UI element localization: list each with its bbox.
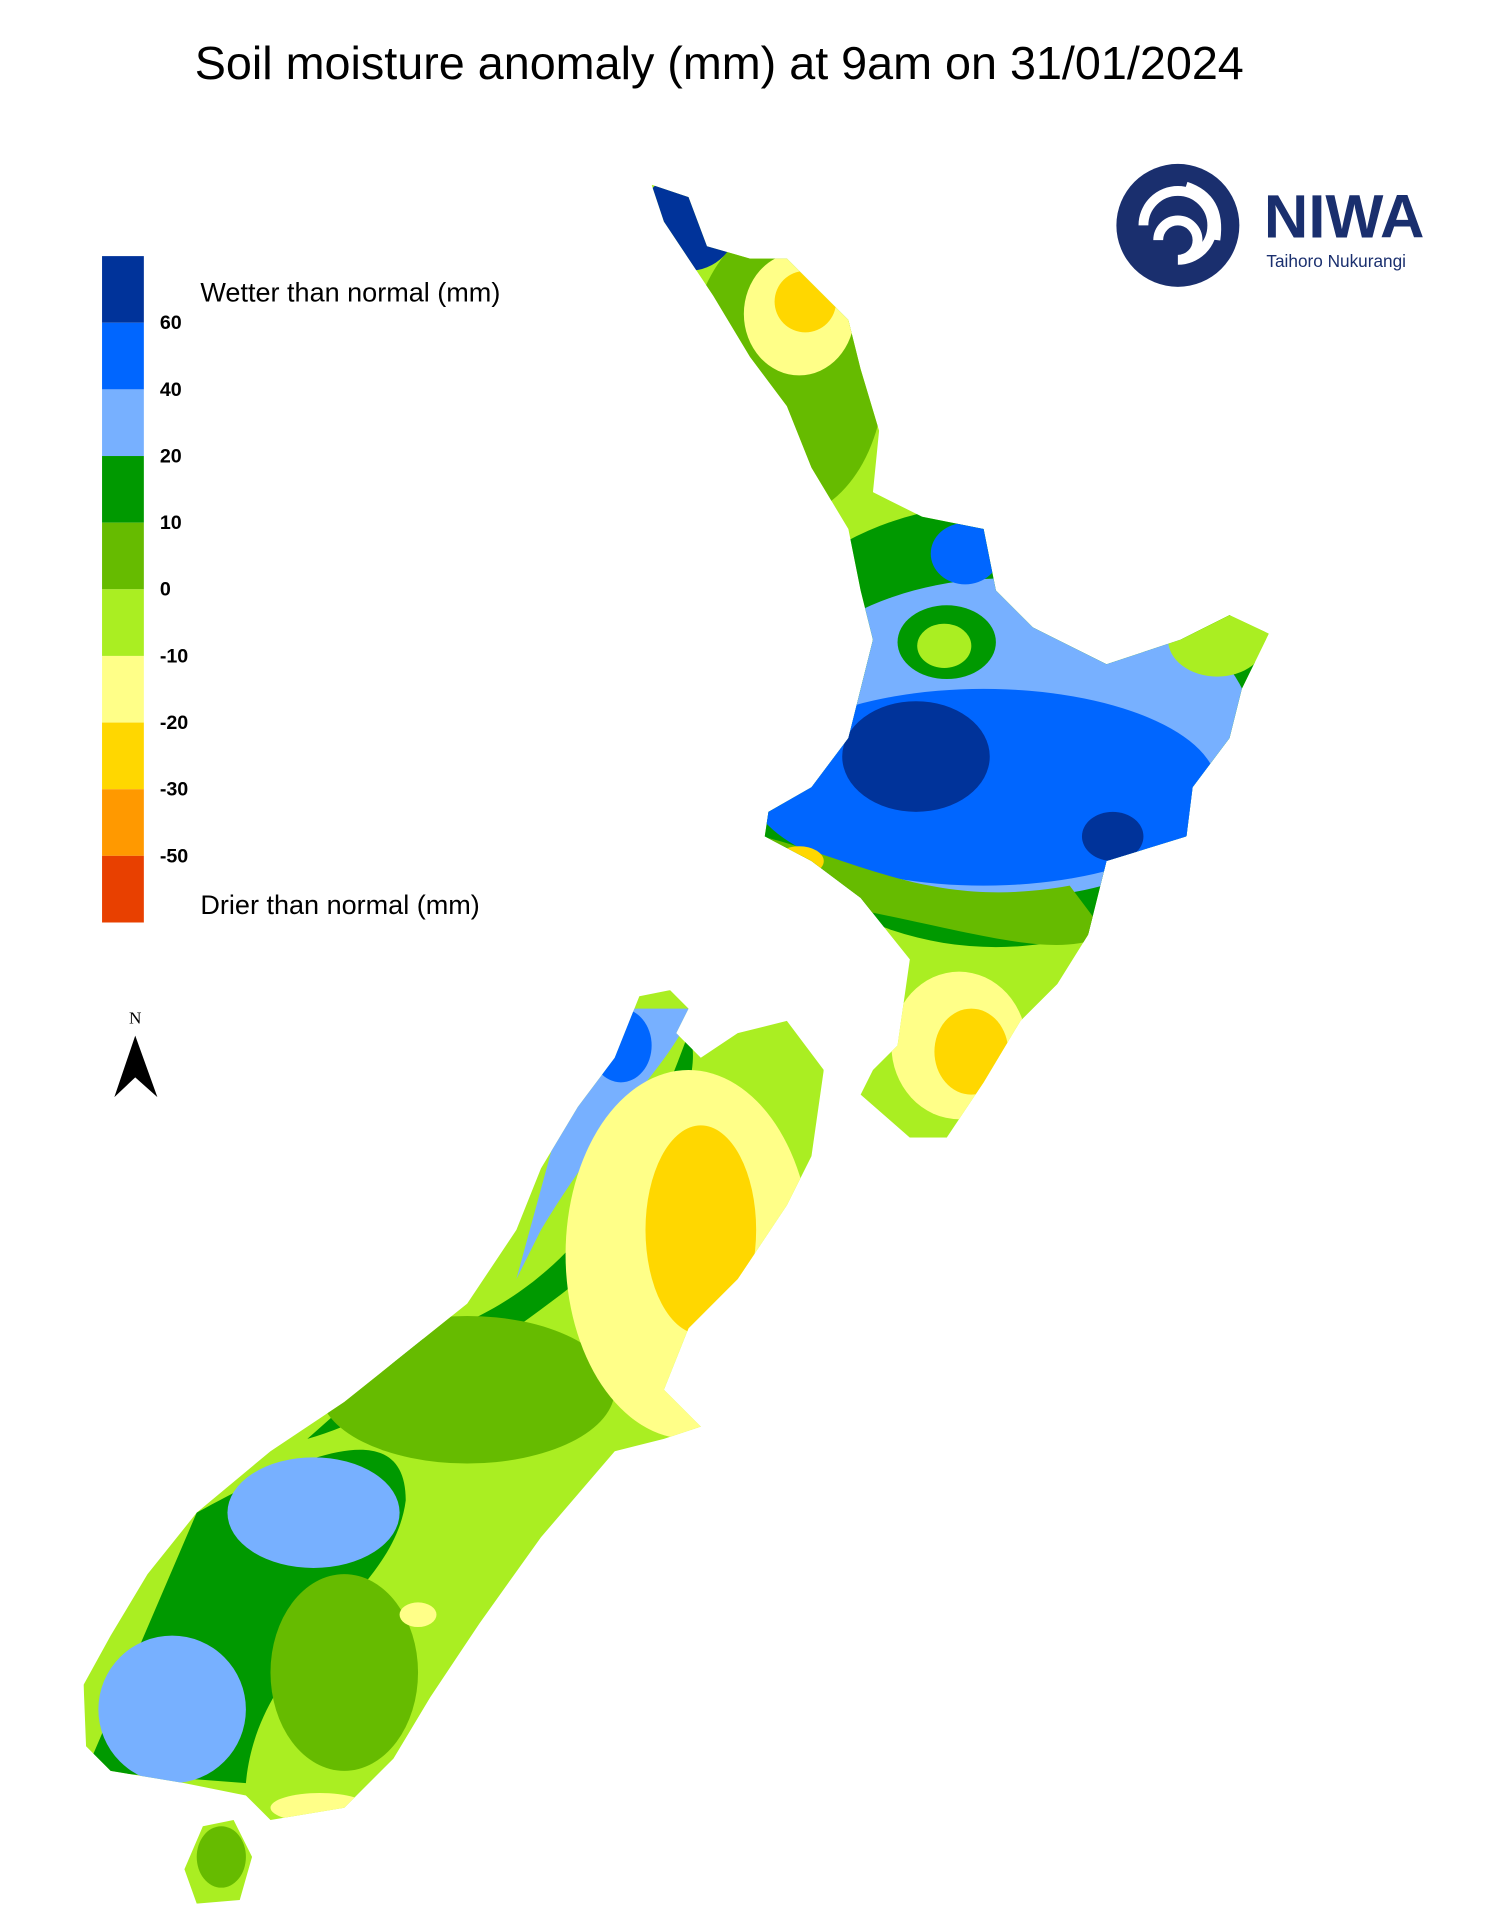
legend-swatch xyxy=(102,789,144,856)
legend-swatch xyxy=(102,256,144,323)
legend-swatch xyxy=(102,456,144,523)
legend-swatch xyxy=(102,522,144,590)
south-island xyxy=(83,990,824,1904)
legend-tick-label: -10 xyxy=(160,645,188,667)
logo: NIWA Taihoro Nukurangi xyxy=(1116,163,1425,287)
legend-drier-label: Drier than normal (mm) xyxy=(200,890,479,920)
legend-tick-label: 60 xyxy=(160,312,182,334)
legend-tick-label: -20 xyxy=(160,712,188,734)
legend-tick-label: 0 xyxy=(160,579,171,601)
legend-tick-label: -50 xyxy=(160,845,188,867)
logo-subtitle: Taihoro Nukurangi xyxy=(1266,251,1406,271)
legend-wetter-label: Wetter than normal (mm) xyxy=(200,278,500,308)
legend-tick-label: -30 xyxy=(160,779,188,801)
legend-swatch xyxy=(102,389,144,457)
legend-swatch xyxy=(102,855,144,923)
logo-name: NIWA xyxy=(1264,183,1425,252)
legend-tick-label: 10 xyxy=(160,512,182,534)
legend-swatch xyxy=(102,322,144,390)
legend-tick-label: 20 xyxy=(160,445,182,467)
north-arrow: N xyxy=(114,1008,158,1098)
legend-swatch xyxy=(102,589,144,656)
legend-swatch xyxy=(102,655,144,723)
north-island xyxy=(651,184,1269,1138)
north-arrow-shape xyxy=(114,1035,158,1098)
legend: Wetter than normal (mm) Drier than norma… xyxy=(102,256,500,923)
legend-tick-label: 40 xyxy=(160,379,182,401)
legend-swatch xyxy=(102,722,144,790)
map-title: Soil moisture anomaly (mm) at 9am on 31/… xyxy=(195,37,1244,89)
north-label: N xyxy=(129,1008,142,1027)
